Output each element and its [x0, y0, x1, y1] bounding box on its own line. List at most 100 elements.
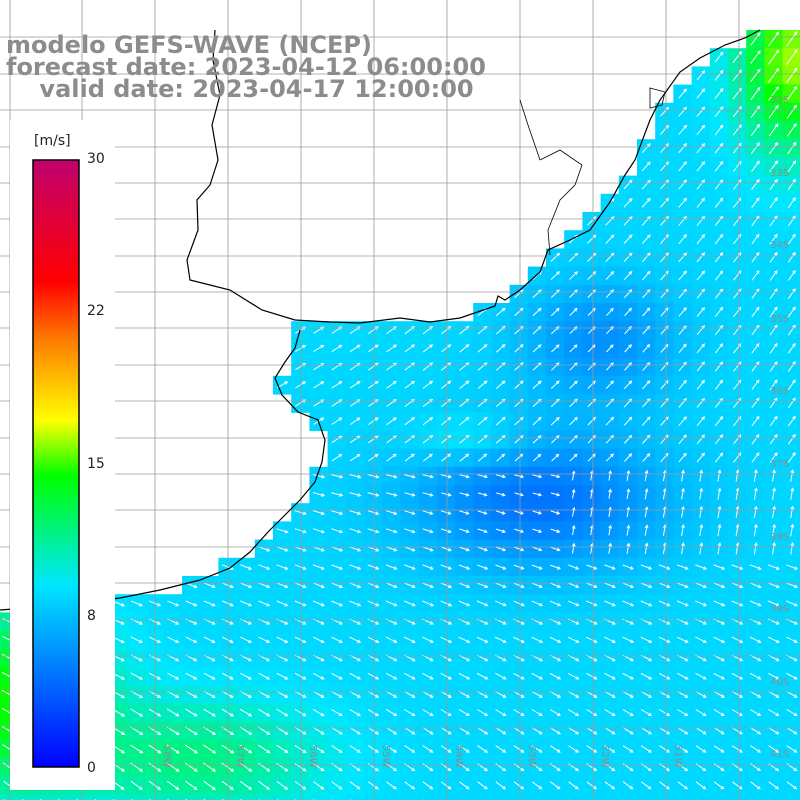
wind-arrow [768, 86, 780, 101]
wind-arrow [440, 474, 452, 479]
wind-arrow [713, 709, 725, 717]
wind-arrow [459, 781, 470, 790]
wind-arrow [422, 492, 434, 497]
wind-arrow [567, 636, 580, 643]
wind-arrow [239, 744, 253, 754]
wind-arrow [769, 379, 778, 390]
wind-arrow [404, 474, 416, 479]
wind-arrow [695, 745, 707, 753]
wind-cell [200, 794, 219, 800]
wind-arrow [331, 453, 343, 462]
wind-arrow [130, 708, 144, 717]
wind-arrow [513, 600, 525, 607]
wind-arrow [549, 727, 562, 735]
wind-arrow [678, 124, 687, 135]
wind-arrow [458, 727, 470, 735]
wind-arrow [605, 234, 615, 244]
wind-arrow [676, 600, 689, 607]
wind-arrow [751, 160, 760, 172]
wind-arrow [678, 361, 687, 372]
wind-arrow [623, 380, 633, 390]
wind-arrow [750, 142, 760, 154]
wind-arrow [549, 600, 562, 607]
wind-arrow [641, 270, 651, 281]
wind-arrow [641, 197, 651, 208]
wind-arrow [714, 215, 724, 227]
wind-arrow [696, 252, 706, 263]
wind-cell [182, 794, 201, 800]
wind-arrow [386, 417, 397, 426]
wind-arrow [367, 582, 380, 589]
wind-arrow [640, 600, 653, 607]
wind-arrow [769, 251, 778, 263]
wind-arrow [623, 179, 633, 190]
wind-arrow [569, 453, 578, 462]
wind-arrow [514, 510, 524, 515]
wind-arrow [294, 744, 307, 754]
wind-arrow [349, 708, 362, 717]
wind-cell [709, 794, 729, 800]
wind-arrow [768, 727, 780, 735]
wind-arrow [753, 469, 758, 482]
wind-arrow [586, 781, 598, 790]
wind-arrow [422, 600, 434, 607]
wind-arrow [769, 361, 778, 372]
wind-arrow [458, 600, 471, 607]
wind-arrow [568, 745, 580, 753]
wind-arrow [294, 708, 307, 717]
wind-arrow [458, 564, 471, 570]
wind-arrow [696, 434, 705, 445]
wind-arrow [714, 343, 724, 354]
wind-arrow [385, 708, 398, 717]
wind-arrow [713, 636, 726, 643]
wind-arrow [790, 541, 795, 555]
wind-cell [382, 794, 401, 800]
wind-arrow [514, 307, 524, 317]
wind-arrow [331, 344, 343, 353]
wind-arrow [459, 510, 470, 515]
wind-arrow [240, 672, 252, 680]
wind-arrow [513, 582, 525, 588]
wind-arrow [130, 744, 144, 754]
wind-arrow [385, 510, 398, 515]
wind-arrow [787, 178, 796, 191]
wind-arrow [568, 727, 580, 735]
wind-arrow [531, 600, 544, 607]
wind-arrow [203, 600, 216, 607]
wind-arrow [440, 727, 452, 735]
wind-arrow [787, 306, 796, 318]
wind-arrow [731, 672, 744, 680]
wind-arrow [787, 251, 796, 263]
wind-arrow [586, 600, 598, 607]
wind-arrow [367, 672, 380, 680]
wind-arrow [678, 452, 687, 463]
wind-cell [691, 794, 711, 800]
wind-arrow [696, 306, 705, 317]
wind-arrow [514, 416, 524, 426]
wind-arrow [312, 600, 325, 607]
wind-arrow [714, 452, 724, 463]
wind-arrow [531, 709, 543, 717]
wind-arrow [276, 744, 289, 754]
wind-arrow [367, 510, 380, 515]
wind-arrow [294, 564, 307, 570]
wind-arrow [790, 505, 795, 519]
wind-arrow [476, 672, 489, 680]
wind-arrow [458, 582, 471, 588]
wind-arrow [714, 288, 724, 299]
wind-arrow [676, 582, 689, 589]
wind-arrow [786, 67, 798, 84]
wind-arrow [494, 636, 507, 643]
lat-label: 39S [770, 604, 789, 615]
wind-arrow [769, 342, 778, 354]
wind-arrow [714, 379, 724, 390]
colorbar-tick-0: 0 [87, 760, 96, 776]
wind-arrow [772, 505, 776, 519]
wind-arrow [624, 307, 632, 317]
wind-arrow [695, 781, 707, 790]
wind-arrow [606, 344, 614, 353]
wind-arrow [349, 745, 361, 753]
wind-arrow [604, 564, 616, 570]
wind-arrow [772, 469, 776, 482]
wind-arrow [459, 492, 470, 497]
